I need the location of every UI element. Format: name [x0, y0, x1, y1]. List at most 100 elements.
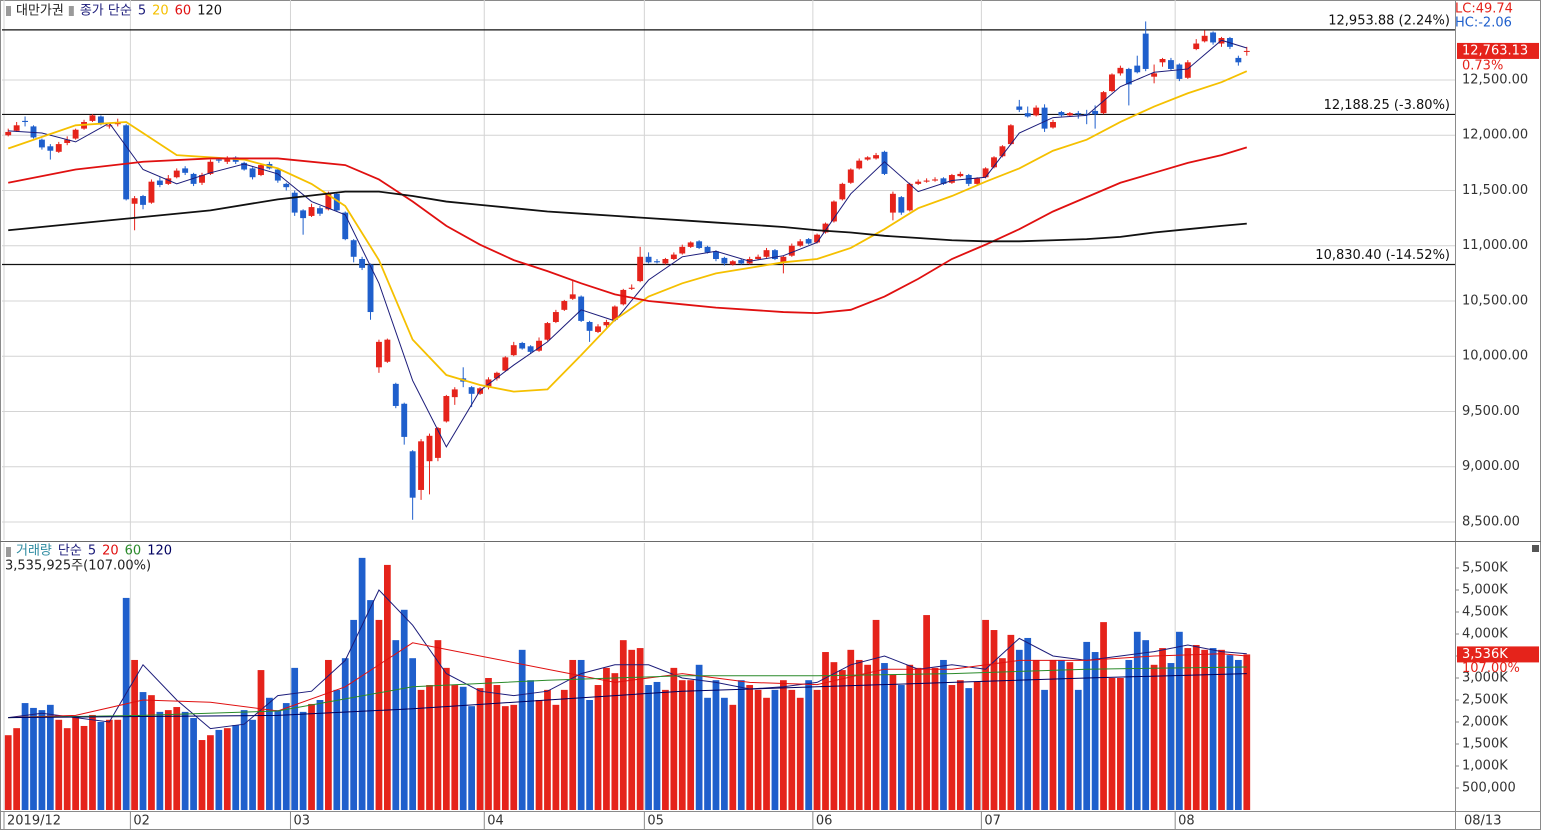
candle-body [1176, 64, 1183, 79]
candle-body [982, 168, 989, 178]
volume-bar [1167, 663, 1175, 810]
volume-bar [721, 697, 728, 810]
candle-body [772, 250, 778, 260]
candle-body [1184, 62, 1191, 78]
moving-average-line [8, 190, 1247, 243]
y-tick-label: 1,500K [1462, 736, 1508, 751]
volume-bar [653, 681, 661, 810]
volume-bar [881, 663, 888, 810]
volume-bar [451, 685, 459, 810]
volume-bar [181, 711, 189, 810]
candle-body [300, 210, 307, 219]
legend-entry: 120 [147, 544, 172, 559]
volume-bar [1218, 649, 1225, 810]
candle-body [948, 175, 955, 183]
candle-body [679, 246, 686, 254]
volume-bar [737, 680, 745, 810]
candle-body [889, 193, 896, 213]
volume-bar [30, 707, 37, 810]
candle-body [805, 239, 812, 244]
candle-body [375, 341, 382, 368]
volume-bar [63, 728, 71, 810]
volume-bar [1125, 659, 1133, 810]
volume-bar [1091, 652, 1099, 810]
volume-bar [1176, 631, 1183, 810]
volume-bar [308, 703, 315, 810]
candle-body [30, 126, 37, 138]
candle-body [207, 161, 214, 174]
candle-body [1024, 113, 1031, 117]
candle-body [932, 179, 938, 181]
volume-bar [1226, 655, 1234, 810]
volume-bar [1184, 648, 1192, 810]
volume-bar [190, 718, 197, 810]
volume-bar [72, 717, 79, 810]
candle-body [308, 207, 315, 216]
volume-bar [131, 659, 138, 810]
volume-bar [417, 689, 425, 810]
candle-body [55, 144, 62, 152]
candle-body [603, 321, 610, 326]
volume-bar [38, 710, 46, 810]
volume-bar [207, 735, 214, 810]
y-tick-label: 3,000K [1462, 670, 1508, 685]
candle-body [384, 339, 391, 362]
volume-bar [872, 619, 880, 810]
candle-body [788, 245, 795, 256]
volume-bar [468, 706, 475, 810]
volume-bar [291, 667, 299, 810]
candle-body [190, 173, 197, 184]
candle-body [637, 256, 644, 282]
candle-body [258, 165, 264, 176]
candle-body [426, 435, 433, 462]
candle-body [662, 259, 669, 264]
candle-body [493, 372, 500, 379]
candle-body [797, 241, 804, 246]
candle-body [173, 170, 180, 178]
candle-body [106, 125, 113, 127]
candle-body [620, 289, 627, 305]
candle-body [611, 306, 618, 320]
volume-bar [864, 664, 872, 810]
candle-body [1066, 113, 1073, 116]
candle-body [114, 123, 121, 125]
volume-bar [493, 685, 501, 810]
volume-bar [695, 664, 703, 810]
candle-body [401, 403, 408, 437]
volume-info: 3,535,925주(107.00%) [5, 559, 151, 574]
candle-body [915, 181, 922, 184]
candle-body [392, 383, 399, 406]
candle-body [814, 234, 821, 243]
moving-average-line [8, 589, 1247, 730]
volume-bar [485, 677, 492, 810]
volume-bar [392, 640, 400, 810]
candle-body [696, 241, 703, 248]
candle-body [317, 208, 323, 214]
volume-bar [788, 689, 796, 810]
volume-bar [1159, 648, 1166, 810]
volume-bar [535, 699, 543, 810]
legend-entry: 60 [175, 4, 192, 19]
volume-bar [341, 658, 349, 810]
candle-body [156, 180, 163, 185]
legend-handle [6, 547, 11, 557]
volume-bar [805, 680, 813, 810]
candle-body [325, 193, 332, 210]
volume-bar [274, 710, 282, 810]
candle-body [1201, 35, 1208, 42]
volume-bar [400, 609, 408, 810]
volume-bar [249, 719, 256, 810]
change-label: 0.73% [1462, 58, 1503, 73]
candle-body [443, 396, 450, 422]
y-tick-label: 12,500.00 [1462, 73, 1528, 88]
volume-bar [897, 685, 905, 810]
volume-bar [97, 721, 105, 810]
volume-bar [619, 640, 627, 810]
candle-body [72, 129, 79, 139]
volume-bar [105, 719, 113, 810]
panel-button[interactable] [1532, 545, 1539, 552]
volume-bar [518, 649, 526, 810]
volume-bar [847, 649, 855, 810]
volume-bar [973, 681, 981, 810]
candle-body [873, 155, 880, 159]
